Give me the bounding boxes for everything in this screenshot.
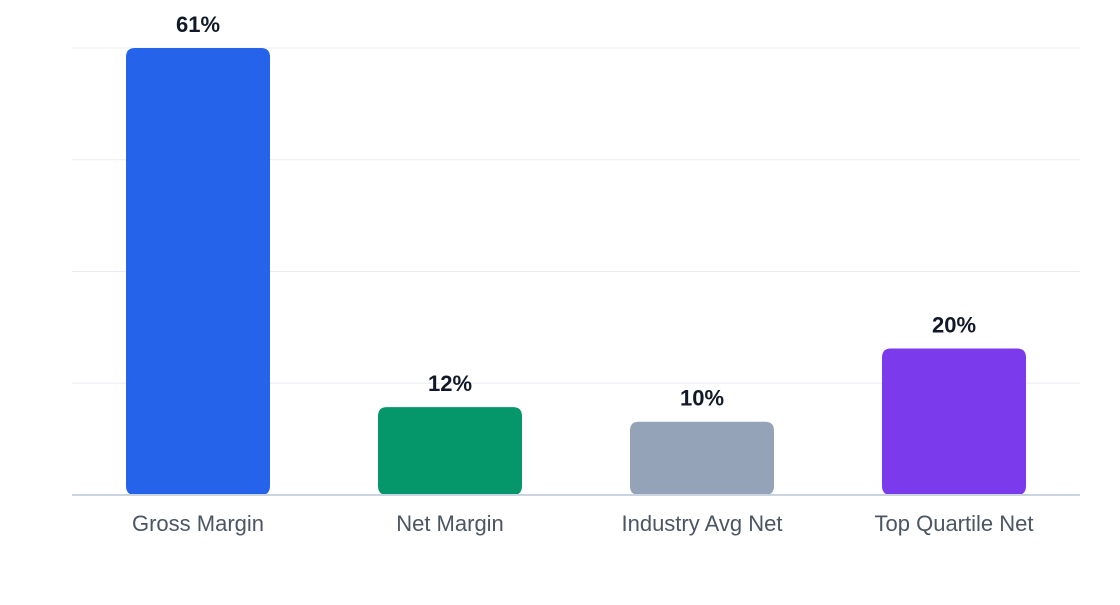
category-label-gross-margin: Gross Margin: [132, 511, 264, 536]
value-label-net-margin: 12%: [428, 371, 472, 396]
category-label-top-quartile-net: Top Quartile Net: [875, 511, 1034, 536]
bar-net-margin: [378, 407, 522, 495]
bar-industry-avg-net: [630, 421, 774, 495]
value-label-gross-margin: 61%: [176, 12, 220, 37]
category-label-net-margin: Net Margin: [396, 511, 504, 536]
bars: [126, 48, 1026, 495]
bar-top-quartile-net: [882, 348, 1026, 495]
value-labels: 61% 12% 10% 20%: [176, 12, 976, 411]
value-label-top-quartile-net: 20%: [932, 312, 976, 337]
bar-gross-margin: [126, 48, 270, 495]
value-label-industry-avg-net: 10%: [680, 386, 724, 411]
category-labels: Gross Margin Net Margin Industry Avg Net To…: [132, 511, 1034, 536]
category-label-industry-avg-net: Industry Avg Net: [621, 511, 782, 536]
